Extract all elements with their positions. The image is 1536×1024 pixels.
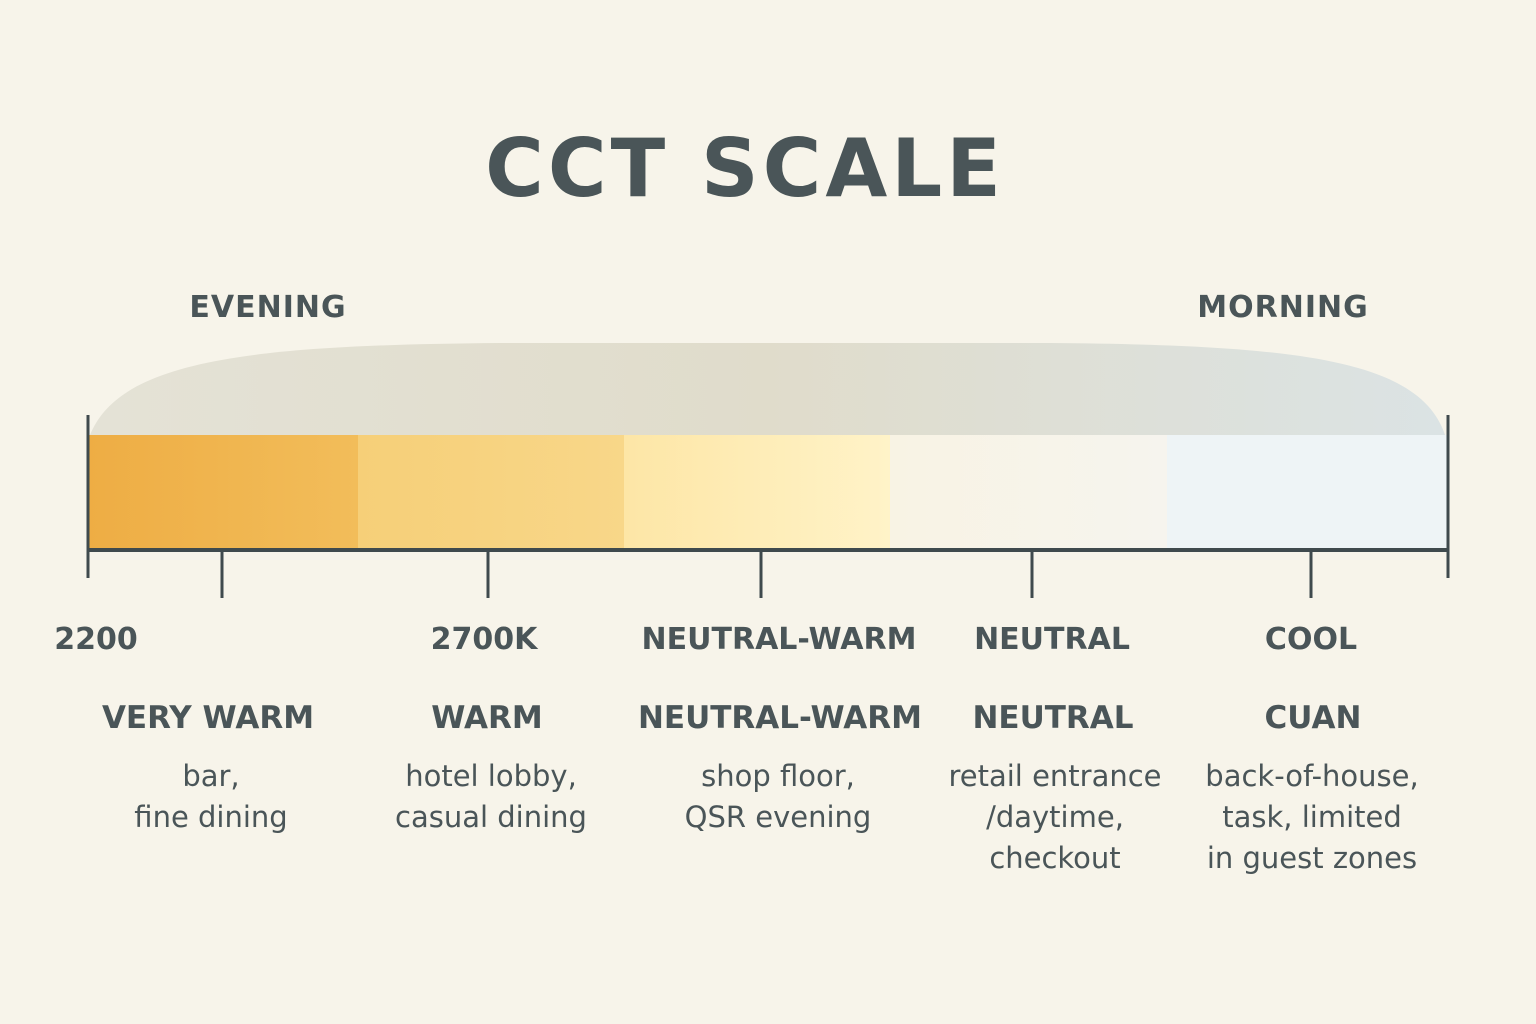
segment-neutral-warm [624, 435, 890, 550]
label-morning: MORNING [1197, 290, 1369, 325]
desc-line: /daytime, [986, 800, 1124, 834]
desc-line: bar, [182, 759, 240, 793]
desc-line: retail entrance [948, 759, 1162, 793]
tick-label: 2200 [54, 622, 138, 657]
tick-label: NEUTRAL [974, 622, 1130, 657]
label-evening: EVENING [189, 290, 347, 325]
segment-very-warm [88, 435, 358, 550]
axis [86, 415, 1450, 598]
desc-line: casual dining [395, 800, 587, 834]
desc-line: QSR evening [684, 800, 872, 834]
segment-warm [358, 435, 624, 550]
segment-cool [1167, 435, 1447, 550]
category-name: NEUTRAL-WARM [637, 700, 923, 736]
desc-line: shop floor, [701, 759, 855, 793]
tick-label: NEUTRAL-WARM [641, 622, 917, 657]
category-name: VERY WARM [101, 700, 315, 736]
desc-line: in guest zones [1206, 841, 1418, 875]
desc-line: checkout [989, 841, 1121, 875]
category-description: hotel lobby, casual dining [395, 756, 587, 838]
tick-label: 2700K [430, 622, 538, 657]
page-title: CCT SCALE [485, 122, 1005, 215]
category-description: bar, fine dining [134, 756, 287, 838]
category-description: retail entrance /daytime, checkout [948, 756, 1161, 879]
time-of-day-dome [90, 343, 1445, 435]
category-description: shop floor, QSR evening [685, 756, 872, 838]
category-description: back-of-house, task, limited in guest zo… [1205, 756, 1418, 879]
category-name: NEUTRAL [972, 700, 1134, 736]
desc-line: task, limited [1222, 800, 1402, 834]
segment-neutral [890, 435, 1167, 550]
desc-line: back-of-house, [1205, 759, 1419, 793]
desc-line: hotel lobby, [405, 759, 577, 793]
category-name: CUAN [1264, 700, 1362, 736]
tick-label: COOL [1264, 622, 1358, 657]
category-name: WARM [431, 700, 543, 736]
desc-line: fine dining [134, 800, 288, 834]
